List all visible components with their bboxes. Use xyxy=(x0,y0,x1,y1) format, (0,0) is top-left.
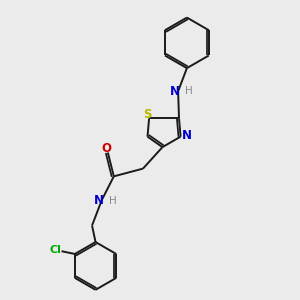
Text: S: S xyxy=(143,108,152,121)
Text: Cl: Cl xyxy=(49,245,61,256)
Text: N: N xyxy=(94,194,104,207)
Text: N: N xyxy=(182,129,192,142)
Text: N: N xyxy=(170,85,180,98)
Text: O: O xyxy=(101,142,111,155)
Text: H: H xyxy=(185,86,193,96)
Text: H: H xyxy=(109,196,117,206)
